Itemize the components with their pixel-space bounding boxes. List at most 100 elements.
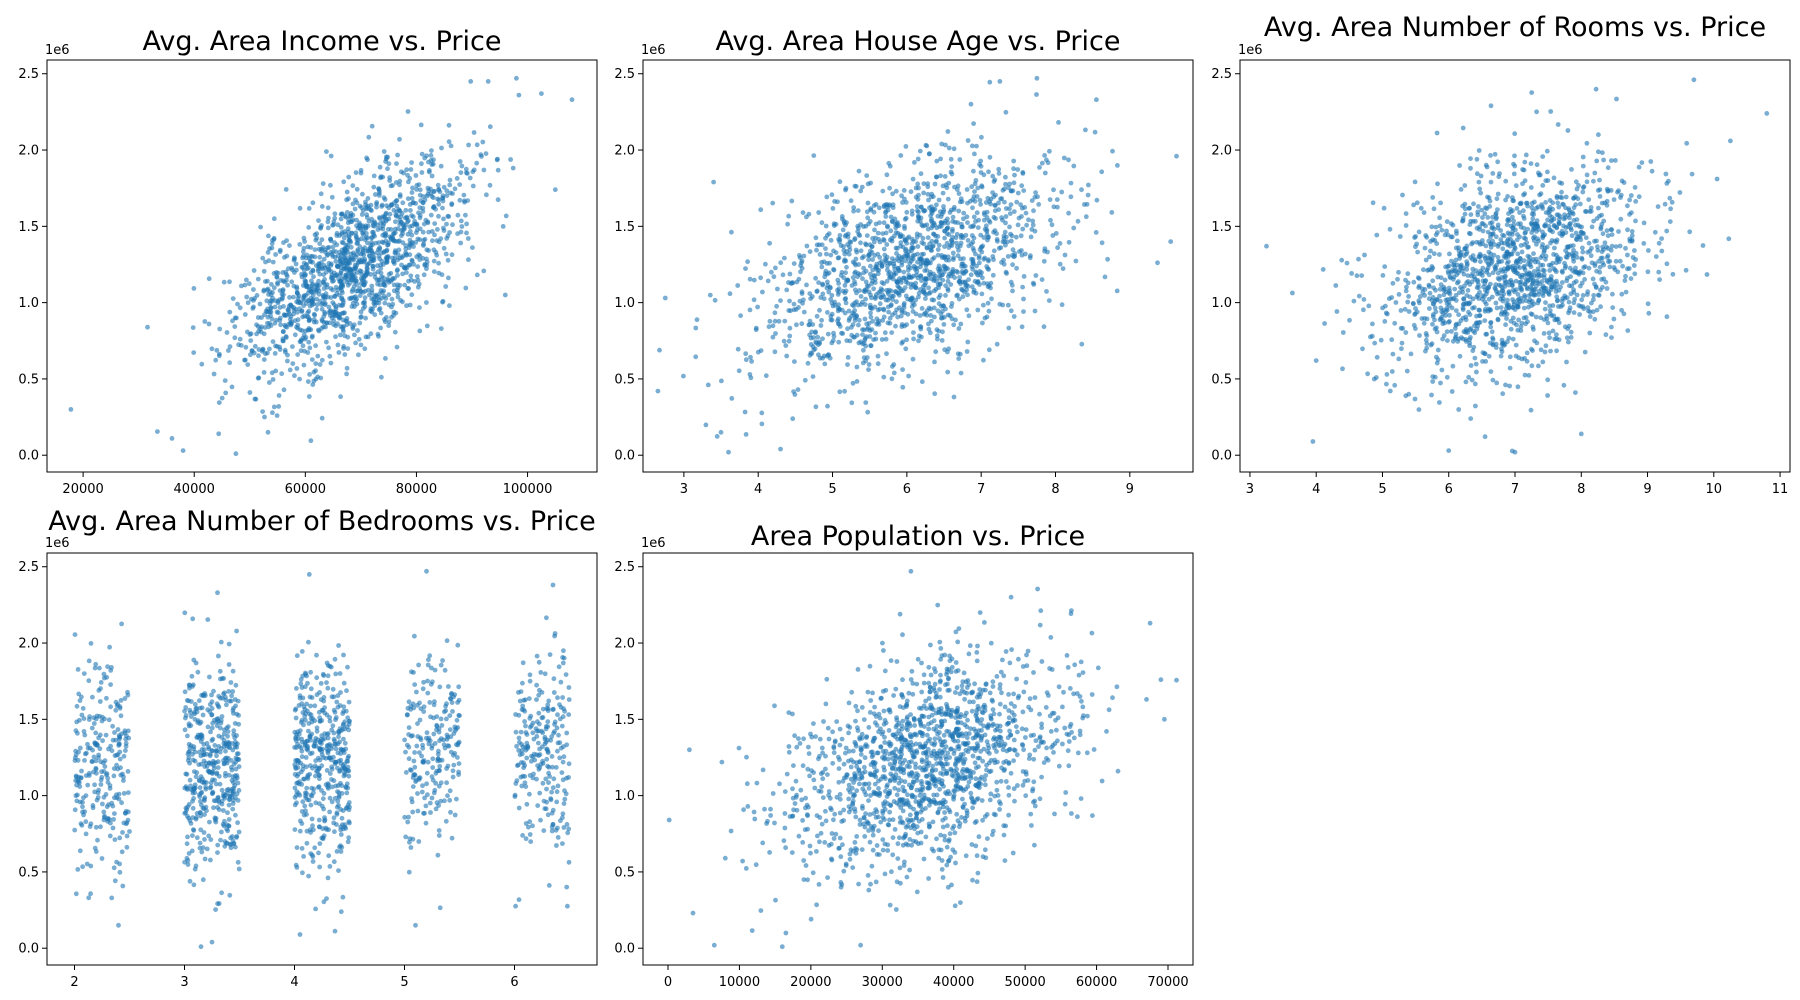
x-tick-label: 10 (1706, 482, 1723, 497)
scatter-point (91, 769, 96, 775)
scatter-point (1470, 305, 1475, 311)
scatter-point (1569, 233, 1575, 239)
scatter-point (326, 215, 331, 221)
scatter-point (344, 365, 350, 371)
scatter-point (870, 257, 875, 262)
scatter-point (852, 236, 858, 241)
scatter-point (917, 313, 923, 318)
scatter-point (399, 262, 404, 268)
scatter-point (1454, 228, 1459, 234)
scatter-point (1589, 245, 1594, 251)
scatter-point (435, 196, 441, 202)
scatter-point (1507, 365, 1513, 371)
scatter-point (1416, 229, 1422, 235)
scatter-point (295, 295, 301, 301)
scatter-point (350, 300, 356, 306)
scatter-point (1014, 199, 1020, 205)
scatter-point (1383, 310, 1389, 316)
scatter-point (934, 158, 940, 164)
scatter-point (1031, 208, 1036, 214)
scatter-point (1099, 169, 1105, 175)
scatter-point (1549, 214, 1555, 220)
scatter-point (1573, 202, 1579, 208)
scatter-point (375, 263, 380, 269)
scatter-point (368, 202, 374, 208)
scatter-point (804, 214, 809, 220)
scatter-point (1032, 194, 1038, 200)
scatter-point (945, 225, 951, 231)
scatter-point (950, 229, 955, 234)
scatter-point (1427, 290, 1433, 296)
scatter-point (351, 250, 356, 256)
scatter-point (817, 355, 823, 361)
scatter-point (424, 247, 430, 253)
scatter-point (280, 287, 286, 292)
scatter-point (457, 159, 463, 164)
y-axis-offset-label: 1e6 (1238, 43, 1263, 58)
scatter-point (350, 201, 356, 207)
scatter-point (417, 213, 423, 218)
scatter-point (1489, 329, 1495, 335)
scatter-point (1470, 266, 1476, 272)
scatter-point (1007, 181, 1012, 187)
scatter-point (905, 253, 910, 259)
scatter-point (319, 237, 325, 243)
scatter-point (330, 244, 336, 250)
scatter-point (844, 249, 849, 254)
scatter-point (897, 268, 902, 274)
scatter-point (965, 220, 970, 226)
scatter-point (1423, 233, 1429, 238)
scatter-point (956, 326, 962, 331)
scatter-point (825, 403, 830, 409)
scatter-point (1460, 265, 1466, 271)
scatter-point (881, 220, 887, 226)
scatter-point (232, 324, 238, 329)
scatter-point (397, 192, 403, 198)
scatter-point (413, 173, 419, 178)
scatter-point (1490, 341, 1496, 347)
scatter-point (1524, 350, 1530, 356)
scatter-point (344, 319, 350, 324)
scatter-point (837, 389, 843, 395)
scatter-point (1433, 232, 1439, 238)
scatter-point (379, 374, 384, 380)
scatter-point (975, 225, 981, 231)
scatter-point (290, 361, 296, 366)
scatter-point (1003, 181, 1008, 187)
scatter-point (921, 311, 927, 317)
scatter-point (284, 253, 290, 259)
scatter-point (1536, 297, 1542, 303)
scatter-point (1581, 184, 1587, 190)
scatter-point (844, 220, 849, 226)
scatter-point (856, 322, 861, 328)
scatter-point (359, 257, 365, 262)
scatter-point (938, 315, 944, 321)
scatter-point (992, 203, 998, 209)
scatter-point (884, 351, 889, 357)
scatter-point (75, 867, 81, 872)
scatter-point (539, 91, 544, 96)
scatter-point (868, 343, 874, 349)
scatter-point (317, 241, 323, 247)
scatter-point (1011, 209, 1017, 215)
scatter-point (369, 235, 375, 240)
scatter-point (1540, 293, 1546, 299)
scatter-point (436, 213, 441, 219)
scatter-point (348, 244, 354, 250)
scatter-point (341, 266, 347, 272)
scatter-point (388, 183, 394, 189)
scatter-point (894, 299, 899, 305)
scatter-point (852, 287, 858, 293)
scatter-point (355, 247, 361, 253)
scatter-point (410, 185, 415, 191)
scatter-point (859, 255, 865, 261)
scatter-point (395, 252, 401, 257)
scatter-point (956, 279, 962, 284)
scatter-point (978, 170, 984, 175)
scatter-point (362, 237, 368, 243)
scatter-point (916, 338, 921, 344)
scatter-point (1633, 199, 1639, 204)
scatter-point (312, 232, 318, 238)
scatter-point (1456, 312, 1461, 318)
scatter-point (817, 307, 822, 313)
